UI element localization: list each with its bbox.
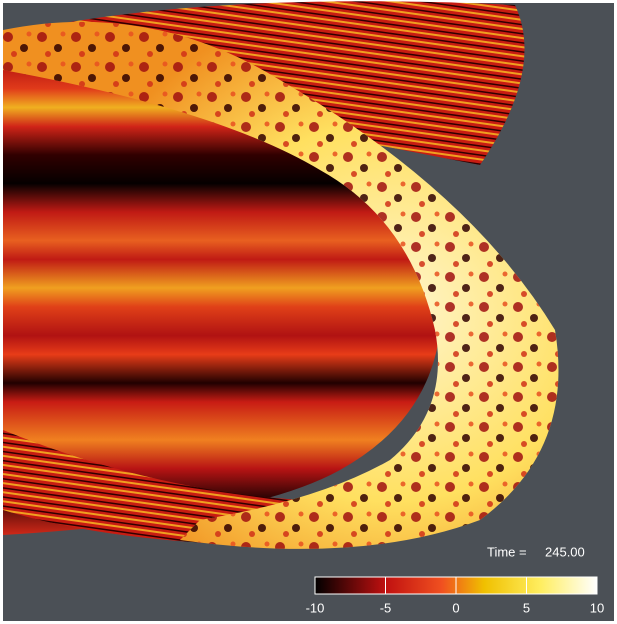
- tick-label: -10: [306, 600, 325, 615]
- tick-label: 10: [590, 600, 604, 615]
- visualization: Time = 245.00 -10 -5 0 5 10: [0, 0, 617, 624]
- tick-label: 5: [523, 600, 530, 615]
- page: {"time_label": "Time =", "time_value": "…: [0, 0, 617, 624]
- tick-label: -5: [380, 600, 392, 615]
- tick-label: 0: [452, 600, 459, 615]
- time-label: Time =: [487, 544, 527, 559]
- time-value: 245.00: [545, 544, 585, 559]
